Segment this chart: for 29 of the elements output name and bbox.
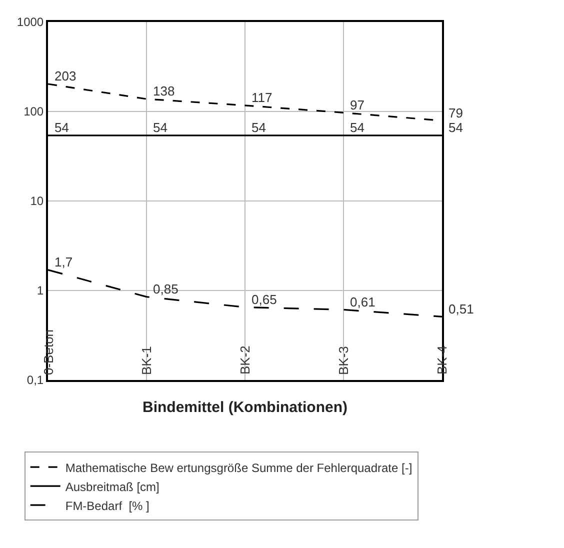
y-tick-label: 1000: [16, 15, 44, 30]
legend-label: Mathematische Bew ertungsgröße Summe der Fehlerquadrate [-]: [65, 460, 412, 475]
x-axis-title: Bindemittel (Kombinationen): [142, 398, 348, 416]
data-label: 1,7: [48, 254, 73, 270]
data-label: 54: [146, 120, 168, 136]
data-label: 54: [245, 120, 266, 136]
data-label: 54: [442, 120, 463, 136]
data-label: 0,51: [442, 301, 474, 316]
x-tick-label: BK-2: [238, 346, 252, 374]
data-label: 117: [245, 90, 272, 106]
y-tick-label: 1: [36, 284, 44, 298]
x-tick-label: BK-1: [139, 346, 154, 375]
data-label: 0,85: [146, 282, 178, 297]
data-label: 79: [442, 105, 463, 120]
x-tick-label: BK-4: [434, 346, 450, 374]
data-label: 0,65: [245, 292, 277, 307]
y-tick-label: 100: [24, 104, 44, 119]
y-tick-label: 0,1: [26, 373, 44, 388]
y-tick-label: 10: [30, 194, 44, 208]
data-label: 54: [48, 120, 69, 136]
x-tick-label: 0-Beton: [41, 329, 56, 375]
data-label: 138: [146, 84, 175, 99]
data-label: 97: [344, 97, 364, 112]
data-label: 54: [344, 120, 364, 136]
legend-label: FM-Bedarf [% ]: [65, 498, 150, 513]
data-label: 0,61: [344, 294, 376, 310]
x-tick-label: BK-3: [336, 346, 351, 375]
data-label: 203: [48, 68, 76, 84]
legend-label: Ausbreitmaß [cm]: [65, 480, 160, 494]
